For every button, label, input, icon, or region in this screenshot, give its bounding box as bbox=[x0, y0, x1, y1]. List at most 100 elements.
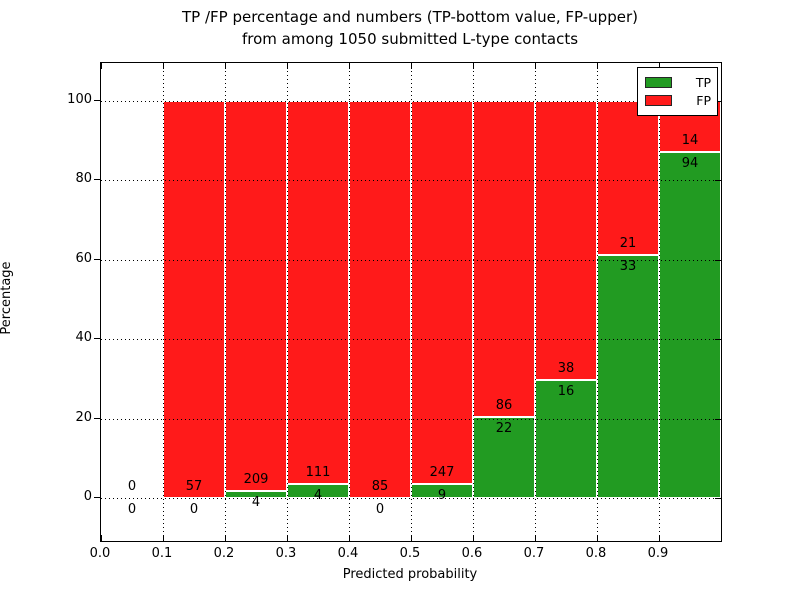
y-tick-mark bbox=[94, 417, 100, 419]
x-tick-label: 0.5 bbox=[399, 546, 421, 561]
y-tick-mark bbox=[94, 179, 100, 181]
y-tick-mark bbox=[715, 418, 721, 420]
x-tick-mark bbox=[101, 63, 102, 69]
x-tick-mark bbox=[535, 63, 536, 69]
fp-count-label: 0 bbox=[127, 479, 137, 494]
tp-count-label: 0 bbox=[127, 502, 137, 517]
y-tick-mark bbox=[715, 498, 721, 499]
x-tick-mark bbox=[349, 535, 350, 541]
fp-legend-label: FP bbox=[696, 92, 711, 108]
chart-title-line2: from among 1050 submitted L-type contact… bbox=[241, 29, 579, 48]
tp-count-label: 16 bbox=[557, 384, 575, 400]
tp-legend-swatch bbox=[645, 77, 672, 88]
tp-count-label: 4 bbox=[313, 488, 323, 504]
fp-count-label: 21 bbox=[619, 236, 637, 252]
x-tick-mark bbox=[473, 535, 474, 541]
fp-bar-segment bbox=[163, 101, 225, 498]
y-tick-mark bbox=[94, 258, 100, 260]
tp-bar-segment bbox=[473, 417, 535, 498]
tp-legend-label: TP bbox=[695, 74, 711, 90]
tp-count-label: 22 bbox=[495, 421, 513, 437]
x-tick-mark bbox=[101, 535, 102, 541]
y-axis-label: Percentage bbox=[0, 261, 14, 335]
x-tick-label: 0.0 bbox=[89, 546, 111, 561]
fp-bar-segment bbox=[287, 101, 349, 485]
gridline-vertical bbox=[349, 63, 350, 541]
fp-count-label: 247 bbox=[429, 465, 455, 481]
x-tick-label: 0.3 bbox=[275, 546, 297, 561]
y-tick-mark bbox=[715, 339, 721, 341]
y-tick-label: 80 bbox=[75, 171, 92, 187]
y-tick-mark bbox=[715, 101, 721, 102]
x-tick-label: 0.8 bbox=[585, 546, 607, 561]
y-tick-label: 0 bbox=[83, 489, 92, 504]
fp-bar-segment bbox=[349, 101, 411, 498]
fp-bar-segment bbox=[597, 101, 659, 256]
x-tick-mark bbox=[349, 63, 350, 69]
gridline-vertical bbox=[473, 63, 474, 541]
x-tick-mark bbox=[225, 535, 226, 541]
fp-count-label: 38 bbox=[557, 361, 575, 377]
fp-count-label: 86 bbox=[495, 398, 513, 414]
x-tick-mark bbox=[659, 535, 660, 541]
y-tick-mark bbox=[94, 338, 100, 340]
x-tick-label: 0.4 bbox=[337, 546, 359, 561]
tp-count-label: 0 bbox=[189, 502, 199, 517]
fp-bar-segment bbox=[473, 101, 535, 418]
tp-count-label: 4 bbox=[251, 494, 261, 510]
chart-title-line1: TP /FP percentage and numbers (TP-bottom… bbox=[182, 8, 638, 26]
fp-count-label: 85 bbox=[371, 479, 389, 494]
y-tick-mark bbox=[715, 259, 721, 261]
x-tick-label: 0.9 bbox=[647, 546, 669, 561]
y-tick-label: 100 bbox=[67, 92, 92, 107]
gridline-vertical bbox=[411, 63, 412, 541]
x-tick-label: 0.6 bbox=[461, 546, 483, 561]
fp-bar-segment bbox=[535, 101, 597, 381]
x-tick-mark bbox=[411, 63, 412, 69]
tp-bar-segment bbox=[597, 255, 659, 498]
x-tick-mark bbox=[597, 63, 598, 69]
gridline-vertical bbox=[225, 63, 226, 541]
gridline-vertical bbox=[597, 63, 598, 541]
x-tick-mark bbox=[597, 535, 598, 541]
tp-count-label: 9 bbox=[437, 488, 447, 504]
tp-bar-segment bbox=[659, 152, 721, 498]
legend-item-fp: FP bbox=[645, 92, 711, 109]
y-tick-mark bbox=[94, 100, 100, 101]
y-tick-mark bbox=[715, 180, 721, 182]
fp-count-label: 209 bbox=[243, 471, 269, 487]
plot-inner: 0 0 57 0 209 4 111 4 85 0 247 9 86 22 38 16 21 33 14 94 bbox=[101, 63, 722, 541]
fp-bar-segment bbox=[225, 101, 287, 491]
fp-count-label: 57 bbox=[185, 479, 203, 494]
x-tick-label: 0.1 bbox=[151, 546, 173, 561]
x-tick-label: 0.7 bbox=[523, 546, 545, 561]
gridline-vertical bbox=[535, 63, 536, 541]
y-tick-label: 20 bbox=[75, 409, 92, 425]
x-tick-mark bbox=[163, 535, 164, 541]
chart-title: TP /FP percentage and numbers (TP-bottom… bbox=[100, 7, 720, 51]
y-tick-mark bbox=[94, 497, 100, 498]
fp-bar-segment bbox=[411, 101, 473, 485]
x-tick-mark bbox=[659, 63, 660, 69]
x-tick-mark bbox=[287, 535, 288, 541]
x-tick-mark bbox=[721, 535, 722, 541]
tp-count-label: 0 bbox=[375, 502, 385, 517]
x-tick-mark bbox=[225, 63, 226, 69]
x-tick-mark bbox=[163, 63, 164, 69]
gridline-vertical bbox=[287, 63, 288, 541]
gridline-vertical bbox=[659, 63, 660, 541]
tp-count-label: 33 bbox=[619, 259, 637, 275]
x-tick-mark bbox=[721, 63, 722, 69]
x-tick-mark bbox=[411, 535, 412, 541]
gridline-vertical bbox=[163, 63, 164, 541]
fp-count-label: 111 bbox=[305, 465, 331, 481]
x-tick-mark bbox=[535, 535, 536, 541]
fp-legend-swatch bbox=[645, 95, 672, 106]
legend: TP FP bbox=[637, 67, 718, 116]
x-tick-mark bbox=[473, 63, 474, 69]
y-tick-label: 60 bbox=[75, 250, 92, 266]
plot-area: 0 0 57 0 209 4 111 4 85 0 247 9 86 22 38 16 21 33 14 94 TP … bbox=[100, 62, 722, 542]
x-tick-mark bbox=[287, 63, 288, 69]
fp-count-label: 14 bbox=[681, 133, 699, 149]
